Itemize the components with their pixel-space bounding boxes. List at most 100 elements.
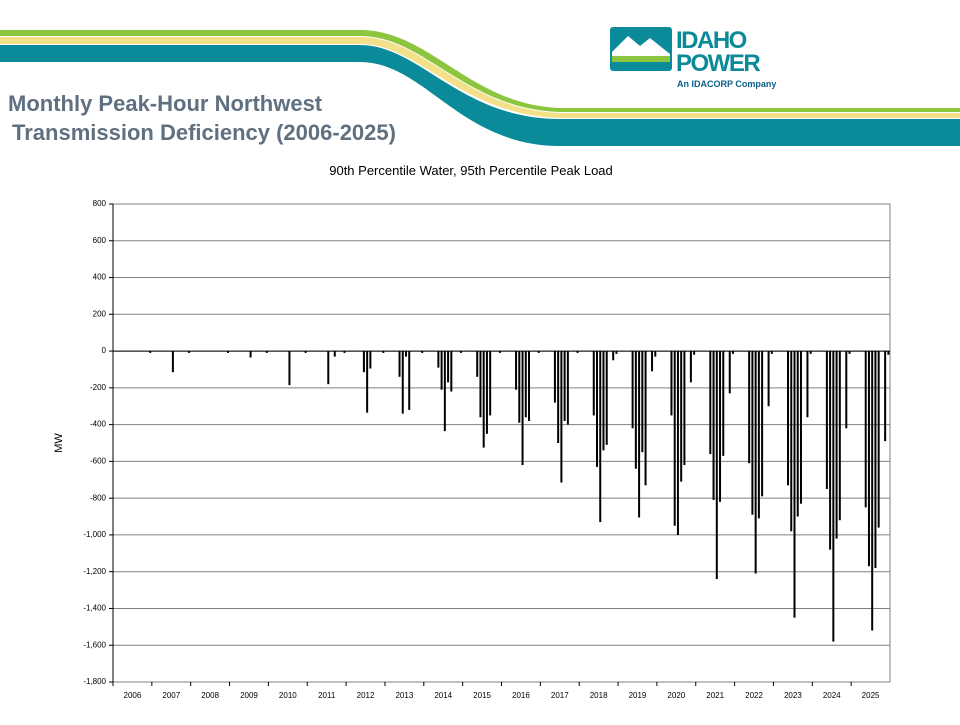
bar (605, 351, 608, 445)
bar (654, 351, 657, 357)
slide-title-line: Monthly Peak-Hour Northwest (8, 91, 323, 116)
bar (288, 351, 291, 386)
bar (557, 351, 560, 443)
bar (767, 351, 770, 407)
y-tick-label: -1,400 (83, 604, 106, 613)
bar (615, 351, 618, 354)
bar (447, 351, 450, 383)
bar (421, 351, 424, 353)
bar (515, 351, 518, 390)
x-tick-label: 2023 (784, 691, 802, 700)
bar (226, 351, 229, 353)
bar (476, 351, 479, 377)
bar (722, 351, 725, 456)
bar (265, 351, 268, 353)
y-tick-label: 400 (93, 273, 107, 282)
bar (304, 351, 307, 353)
bar (327, 351, 330, 385)
bar (689, 351, 692, 383)
plot-background (112, 203, 891, 683)
chart-title: 90th Percentile Water, 95th Percentile P… (329, 163, 613, 178)
bar (809, 351, 812, 354)
bar (683, 351, 686, 466)
y-tick-label: -1,200 (83, 567, 106, 576)
bar (592, 351, 595, 416)
bar (437, 351, 440, 368)
x-tick-label: 2011 (318, 691, 336, 700)
bar (333, 351, 336, 357)
bar (188, 351, 191, 353)
plot-area: 800 600 400 200 0 -200 -400 -600 -800 -1,000 -1,20… (83, 199, 891, 700)
logo-line2: POWER (676, 50, 760, 77)
x-tick-label: 2008 (201, 691, 219, 700)
y-tick-label: -1,000 (83, 530, 106, 539)
bar (489, 351, 492, 416)
bar (751, 351, 754, 515)
bar (401, 351, 404, 414)
x-tick-label: 2007 (162, 691, 180, 700)
bar (644, 351, 647, 486)
bar (149, 351, 152, 353)
y-tick-label: -200 (90, 383, 107, 392)
x-tick-label: 2019 (629, 691, 647, 700)
x-tick-label: 2014 (434, 691, 452, 700)
bar (673, 351, 676, 526)
bar (651, 351, 654, 372)
bar (838, 351, 841, 521)
bar (482, 351, 485, 448)
y-tick-label: 0 (102, 346, 107, 355)
bar (404, 351, 407, 357)
bar (829, 351, 832, 550)
header-swoosh (0, 30, 960, 146)
x-tick-label: 2024 (823, 691, 841, 700)
bar (796, 351, 799, 517)
bar (398, 351, 401, 377)
bar (712, 351, 715, 500)
bar (537, 351, 540, 353)
bar (171, 351, 174, 373)
bar (631, 351, 634, 429)
bar (641, 351, 644, 453)
bar (524, 351, 527, 418)
bar (382, 351, 385, 353)
slide-title-line: Transmission Deficiency (2006-2025) (12, 120, 396, 145)
bar (599, 351, 602, 523)
bar (806, 351, 809, 418)
bar (369, 351, 372, 369)
x-tick-label: 2021 (706, 691, 724, 700)
x-tick-label: 2018 (590, 691, 608, 700)
bar (676, 351, 679, 535)
x-tick-label: 2009 (240, 691, 258, 700)
bar (560, 351, 563, 483)
y-tick-label: 800 (93, 199, 107, 208)
x-tick-label: 2022 (745, 691, 763, 700)
bar (362, 351, 365, 373)
bar (757, 351, 760, 519)
bar (887, 351, 890, 355)
bar (479, 351, 482, 418)
x-tick-label: 2015 (473, 691, 491, 700)
bar (864, 351, 867, 508)
bar (877, 351, 880, 528)
bar (874, 351, 877, 569)
bar (670, 351, 673, 416)
x-tick-label: 2017 (551, 691, 569, 700)
bar (443, 351, 446, 432)
x-tick-label: 2025 (862, 691, 880, 700)
bar (634, 351, 637, 469)
bar (596, 351, 599, 467)
bar (249, 351, 252, 358)
bar (680, 351, 683, 482)
bar (871, 351, 874, 631)
bar (612, 351, 615, 361)
y-tick-label: 600 (93, 236, 107, 245)
logo-line1: IDAHO (676, 27, 747, 54)
bar (867, 351, 870, 567)
bar (728, 351, 731, 394)
x-tick-label: 2013 (395, 691, 413, 700)
bar (799, 351, 802, 504)
bar (528, 351, 531, 421)
bar (787, 351, 790, 486)
y-tick-label: 200 (93, 309, 107, 318)
bar (848, 351, 851, 354)
